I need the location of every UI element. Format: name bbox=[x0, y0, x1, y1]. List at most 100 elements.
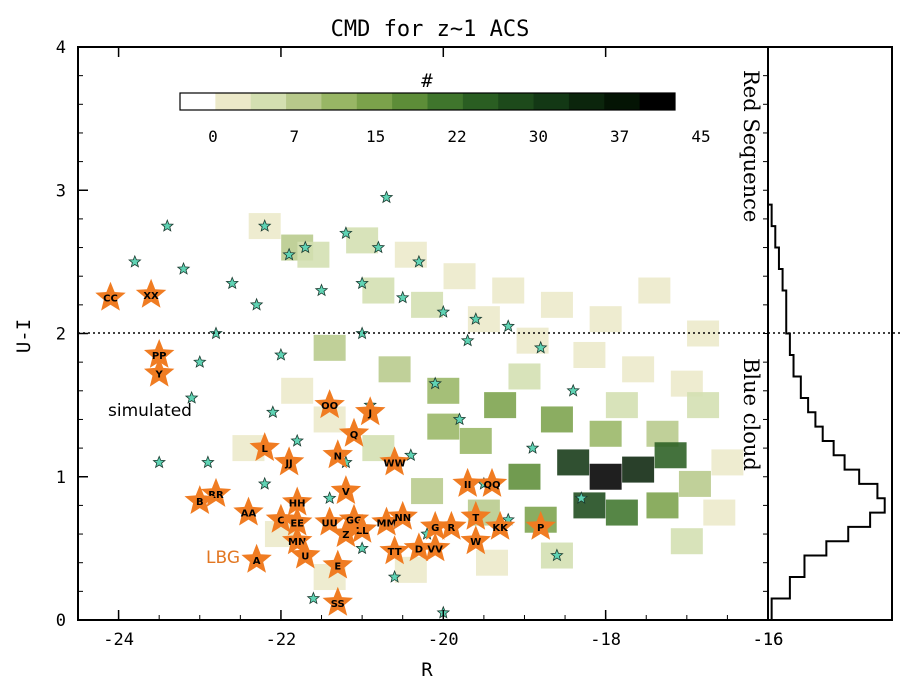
density-heatmap bbox=[232, 213, 744, 591]
y-tick-label: 0 bbox=[56, 611, 66, 631]
lbg-star bbox=[282, 525, 313, 555]
simulated-point bbox=[355, 326, 369, 340]
x-tick-label: -24 bbox=[103, 630, 134, 650]
simulated-point bbox=[355, 541, 369, 555]
simulated-point bbox=[404, 448, 418, 461]
y-tick-label: 4 bbox=[56, 38, 66, 58]
colorbar-segment bbox=[427, 93, 464, 110]
colorbar-segment bbox=[321, 93, 358, 110]
simulated-point bbox=[176, 261, 191, 275]
colorbar-tick-label: 22 bbox=[447, 127, 466, 146]
simulated-point bbox=[469, 312, 483, 325]
lbg-star bbox=[484, 510, 516, 540]
lbg-star bbox=[144, 339, 175, 368]
lbg-star-label: D bbox=[415, 544, 423, 555]
lbg-star-label: E bbox=[334, 562, 341, 573]
colorbar-label: # bbox=[421, 70, 433, 92]
lbg-star-label: OO bbox=[321, 401, 338, 412]
y-axis-label: U-I bbox=[13, 319, 35, 353]
lbg-star bbox=[314, 389, 345, 419]
simulated-point bbox=[566, 383, 580, 397]
density-cell bbox=[589, 306, 622, 333]
density-cell bbox=[313, 334, 346, 361]
lbg-star-label: RR bbox=[208, 490, 224, 501]
density-cell bbox=[711, 449, 744, 476]
simulated-point bbox=[298, 240, 313, 254]
lbg-star bbox=[200, 477, 232, 507]
density-cell bbox=[508, 463, 541, 490]
simulated-point bbox=[395, 290, 410, 304]
colorbar-segment bbox=[215, 93, 252, 110]
density-cell bbox=[605, 499, 638, 526]
density-cell bbox=[557, 449, 590, 476]
density-cell bbox=[703, 499, 736, 526]
density-cell bbox=[411, 478, 444, 505]
lbg-star bbox=[314, 506, 345, 536]
simulated-point bbox=[550, 548, 564, 562]
lbg-star bbox=[290, 539, 321, 569]
lbg-star bbox=[420, 510, 451, 540]
density-cell bbox=[589, 463, 622, 490]
x-tick-label: -16 bbox=[753, 630, 784, 650]
x-tick-label: -22 bbox=[266, 630, 297, 650]
lbg-star-label: A bbox=[253, 556, 261, 567]
lbg-star-label: TT bbox=[388, 547, 402, 558]
colorbar-segment bbox=[250, 93, 287, 110]
density-cell bbox=[605, 392, 638, 419]
lbg-star-label: SS bbox=[331, 599, 345, 610]
colorbar: # 0 7 15 22 30 37 45 bbox=[179, 70, 711, 146]
lbg-star bbox=[233, 496, 264, 526]
lbg-star-label: PP bbox=[152, 351, 167, 362]
colorbar-segment bbox=[286, 93, 322, 110]
simulated-point bbox=[322, 491, 337, 505]
colorbar-segment bbox=[639, 93, 676, 110]
colorbar-segment bbox=[392, 93, 428, 110]
density-cell bbox=[670, 528, 703, 555]
y-tick-label: 3 bbox=[56, 181, 66, 201]
colorbar-tick-label: 7 bbox=[290, 127, 300, 146]
histogram bbox=[767, 183, 886, 621]
lbg-star bbox=[452, 467, 483, 497]
lbg-star-label: MN bbox=[288, 537, 306, 548]
simulated-point bbox=[379, 190, 394, 204]
lbg-star-label: J bbox=[367, 408, 372, 419]
x-tick-label: -20 bbox=[428, 630, 459, 650]
lbg-star-label: P bbox=[537, 523, 544, 534]
simulated-point bbox=[574, 491, 589, 504]
simulated-point bbox=[193, 355, 207, 368]
lbg-star-label: U bbox=[301, 552, 309, 563]
colorbar-segment bbox=[462, 93, 499, 110]
lbg-star-label: Y bbox=[155, 370, 164, 381]
lbg-star-label: VV bbox=[427, 544, 443, 555]
lbg-star bbox=[460, 500, 491, 530]
histogram-line bbox=[767, 183, 886, 621]
density-cell bbox=[508, 363, 541, 390]
simulated-point bbox=[266, 405, 280, 418]
simulated-point bbox=[184, 390, 199, 404]
lbg-star-label: JJ bbox=[284, 458, 292, 469]
lbg-annotation: LBG bbox=[206, 548, 240, 568]
simulated-point bbox=[152, 455, 166, 469]
density-cell bbox=[646, 492, 679, 519]
lbg-star bbox=[322, 439, 353, 469]
lbg-star bbox=[338, 503, 370, 533]
hist-x-tick-label: -16 bbox=[753, 630, 784, 650]
colorbar-tick-label: 30 bbox=[529, 127, 548, 146]
density-cell bbox=[492, 277, 525, 304]
simulated-point bbox=[257, 476, 272, 490]
lbg-star-label: NN bbox=[394, 513, 411, 524]
simulated-point bbox=[290, 433, 304, 447]
simulated-point bbox=[339, 226, 353, 239]
x-axis-label: R bbox=[421, 659, 433, 681]
lbg-star bbox=[282, 486, 313, 516]
blue-cloud-label: Blue cloud bbox=[739, 358, 763, 471]
simulated-point bbox=[412, 254, 426, 268]
lbg-star bbox=[330, 475, 362, 504]
simulated-point bbox=[306, 591, 321, 605]
lbg-star-label: MM bbox=[377, 519, 397, 530]
lbg-star bbox=[241, 543, 272, 573]
lbg-star bbox=[135, 278, 167, 308]
lbg-star bbox=[387, 500, 418, 530]
density-cell bbox=[654, 442, 687, 469]
